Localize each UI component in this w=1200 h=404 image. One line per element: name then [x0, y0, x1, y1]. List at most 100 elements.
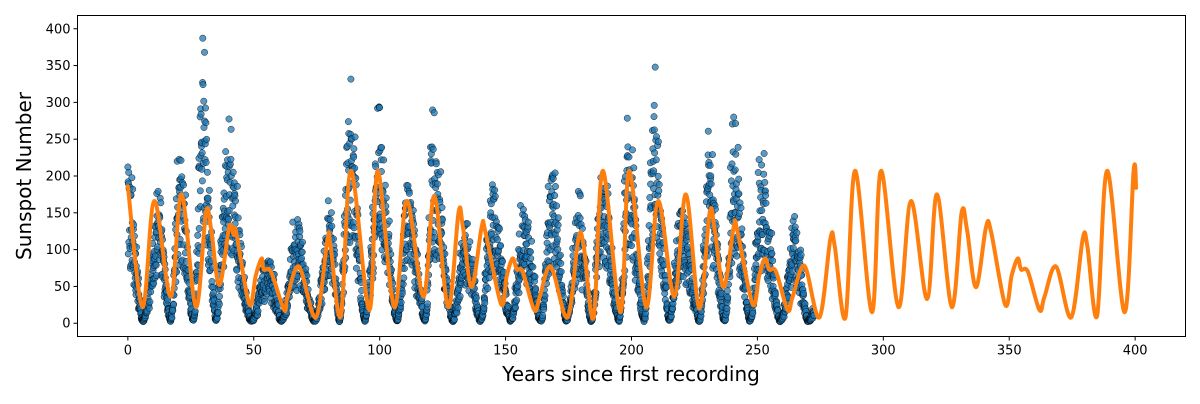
- scatter-point: [438, 204, 446, 211]
- scatter-point: [196, 187, 204, 195]
- scatter-point: [202, 159, 210, 166]
- scatter-point: [760, 170, 768, 178]
- y-tick-label: 300: [46, 96, 71, 111]
- scatter-point: [491, 192, 499, 200]
- scatter-point: [398, 290, 406, 297]
- scatter-point: [169, 307, 177, 315]
- scatter-point: [789, 244, 797, 252]
- scatter-point: [201, 48, 208, 56]
- y-tick-label: 350: [46, 59, 71, 74]
- scatter-point: [768, 250, 776, 257]
- scatter-point: [302, 265, 310, 273]
- scatter-point: [554, 245, 562, 253]
- y-axis-label: Sunspot Number: [12, 91, 36, 260]
- scatter-point: [797, 251, 805, 259]
- scatter-point: [655, 187, 663, 195]
- y-tick-label: 150: [46, 206, 71, 221]
- scatter-point: [704, 127, 712, 135]
- scatter-point: [513, 296, 521, 304]
- scatter-point: [791, 223, 799, 231]
- scatter-point: [216, 292, 224, 300]
- scatter-point: [654, 172, 662, 180]
- scatter-point: [656, 250, 664, 258]
- scatter-point: [180, 181, 187, 189]
- scatter-point: [556, 251, 564, 259]
- scatter-point: [709, 151, 716, 159]
- scatter-point: [376, 104, 383, 112]
- scatter-point: [762, 191, 770, 199]
- scatter-point: [553, 235, 561, 243]
- scatter-point: [684, 243, 692, 251]
- scatter-point: [628, 242, 635, 250]
- scatter-point: [732, 150, 740, 158]
- scatter-point: [397, 299, 405, 306]
- scatter-point: [456, 292, 464, 300]
- scatter-point: [625, 153, 633, 161]
- scatter-point: [484, 285, 492, 292]
- scatter-point: [772, 290, 779, 298]
- scatter-point: [706, 161, 714, 169]
- scatter-point: [146, 298, 154, 306]
- scatter-point: [145, 304, 153, 312]
- scatter-point: [350, 153, 358, 161]
- scatter-point: [707, 180, 715, 188]
- scatter-point: [324, 197, 332, 205]
- x-tick-label: 150: [493, 344, 518, 359]
- scatter-point: [178, 173, 186, 181]
- x-tick-label: 400: [1123, 344, 1148, 359]
- y-tick-label: 250: [46, 133, 71, 148]
- scatter-point: [177, 156, 185, 164]
- scatter-point: [557, 259, 565, 267]
- x-tick-label: 250: [745, 344, 770, 359]
- scatter-point: [327, 209, 335, 217]
- scatter-point: [233, 182, 241, 190]
- scatter-point: [194, 231, 202, 239]
- scatter-point: [651, 149, 659, 157]
- scatter-point: [650, 126, 658, 134]
- scatter-point: [261, 298, 268, 305]
- scatter-point: [429, 145, 437, 153]
- scatter-point: [623, 114, 631, 122]
- scatter-point: [170, 301, 178, 309]
- scatter-point: [232, 197, 239, 205]
- scatter-point: [515, 289, 523, 297]
- scatter-point: [199, 34, 207, 42]
- scatter-point: [424, 300, 431, 308]
- scatter-point: [524, 218, 532, 226]
- scatter-point: [734, 143, 742, 151]
- y-tick-label: 100: [46, 243, 71, 258]
- scatter-point: [791, 213, 799, 220]
- scatter-point: [225, 115, 233, 123]
- scatter-point: [629, 146, 636, 154]
- x-tick-label: 350: [997, 344, 1022, 359]
- scatter-point: [125, 168, 133, 176]
- scatter-point: [792, 237, 800, 245]
- scatter-point: [168, 314, 176, 322]
- scatter-point: [735, 190, 743, 198]
- scatter-point: [454, 304, 462, 312]
- scatter-point: [497, 242, 505, 250]
- scatter-point: [735, 175, 743, 183]
- scatter-point: [723, 287, 731, 295]
- scatter-point: [758, 161, 766, 169]
- scatter-point: [723, 305, 731, 312]
- scatter-point: [164, 296, 172, 304]
- scatter-point: [630, 164, 638, 172]
- scatter-point: [793, 229, 801, 237]
- scatter-point: [496, 225, 503, 233]
- x-tick-label: 0: [124, 344, 132, 359]
- scatter-point: [195, 225, 203, 232]
- scatter-point: [504, 302, 512, 310]
- y-tick-label: 0: [62, 317, 70, 332]
- scatter-point: [229, 168, 237, 176]
- scatter-point: [215, 300, 223, 308]
- x-axis-label: Years since first recording: [501, 362, 760, 386]
- scatter-point: [233, 266, 241, 274]
- scatter-point: [225, 206, 233, 214]
- scatter-point: [225, 215, 233, 223]
- scatter-point: [350, 145, 358, 153]
- scatter-point: [737, 204, 745, 212]
- scatter-point: [385, 217, 393, 225]
- scatter-point: [532, 286, 540, 294]
- scatter-point: [203, 135, 211, 143]
